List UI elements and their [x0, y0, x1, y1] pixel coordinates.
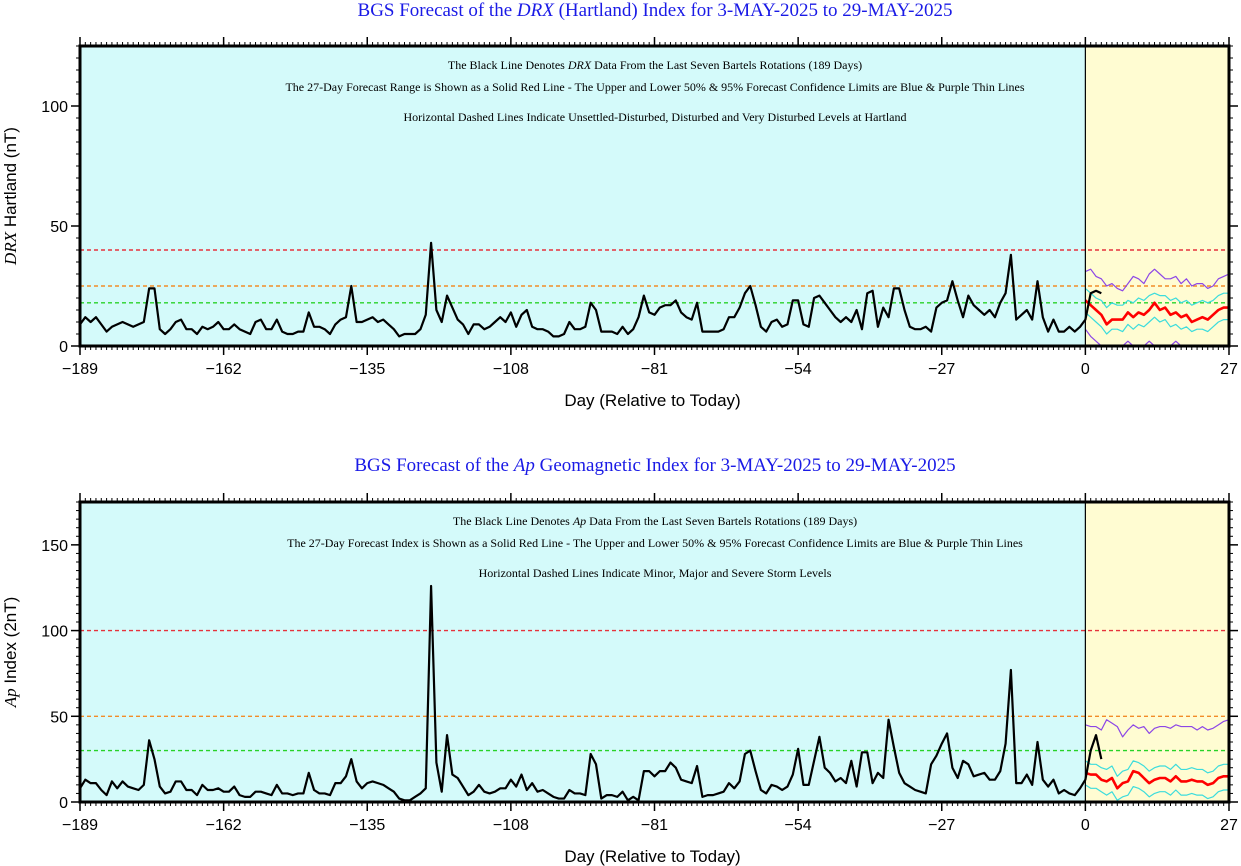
x-axis-label: Day (Relative to Today) — [564, 391, 740, 410]
chart-annotation-1-part: Data From the Last Seven Bartels Rotatio… — [586, 514, 857, 528]
y-axis-label-italic: DRX — [1, 231, 20, 266]
chart-annotation-3-part: Horizontal Dashed Lines Indicate Unsettl… — [404, 110, 907, 124]
y-axis-label-part: Hartland (nT) — [1, 127, 20, 232]
ci50-upper-series-line — [1085, 760, 1229, 777]
chart-annotation-2-part: The 27-Day Forecast Index is Shown as a … — [287, 536, 1023, 550]
x-tick-label: −81 — [641, 361, 668, 378]
chart-title-italic: Ap — [512, 455, 535, 476]
minor-ticks — [76, 42, 1233, 350]
chart-annotation-2: The 27-Day Forecast Index is Shown as a … — [287, 536, 1023, 550]
y-tick-label: 150 — [41, 538, 68, 555]
forecast-series-line — [1084, 299, 1229, 326]
chart-annotation-1-part: The Black Line Denotes — [448, 58, 568, 72]
ci95-upper-series-line — [1085, 719, 1230, 738]
x-tick-label: −108 — [493, 361, 529, 378]
minor-ticks — [76, 498, 1233, 806]
chart-title-italic: DRX — [516, 0, 555, 21]
x-tick-label: 0 — [1081, 817, 1090, 834]
x-tick-label: 0 — [1081, 361, 1090, 378]
ci50-lower-series-line — [1085, 784, 1229, 801]
x-tick-label: −81 — [641, 817, 668, 834]
x-tick-label: 27 — [1220, 361, 1238, 378]
y-axis-label-part: Index (2nT) — [1, 597, 20, 689]
chart-annotation-1: The Black Line Denotes DRX Data From the… — [448, 58, 862, 72]
chart-title-part: BGS Forecast of the — [358, 0, 517, 21]
chart-annotation-1-part: Data From the Last Seven Bartels Rotatio… — [591, 58, 862, 72]
chart-annotation-2-part: The 27-Day Forecast Range is Shown as a … — [285, 80, 1024, 94]
chart-panel-2: −189 −162 −135 −108 −81 −54 −27 0 27 0 50 100 150 BGS… — [1, 455, 1238, 866]
ci50-upper-series-line — [1084, 287, 1229, 309]
chart-annotation-1-italic: DRX — [567, 58, 592, 72]
x-tick-label: −162 — [206, 817, 242, 834]
y-tick-label: 50 — [50, 219, 68, 236]
history-background — [80, 46, 1086, 346]
y-tick-label: 0 — [59, 339, 68, 356]
chart-annotation-1: The Black Line Denotes Ap Data From the … — [453, 514, 857, 528]
ci95-upper-series-line — [1085, 268, 1230, 292]
chart-annotation-1-part: The Black Line Denotes — [453, 514, 573, 528]
chart-title: BGS Forecast of the DRX (Hartland) Index… — [358, 0, 953, 21]
chart-annotation-3-part: Horizontal Dashed Lines Indicate Minor, … — [479, 566, 832, 580]
x-tick-label: −135 — [349, 361, 385, 378]
chart-panel-1: −189 −162 −135 −108 −81 −54 −27 0 27 0 50 100 BGS Fo… — [1, 0, 1238, 410]
x-axis-label: Day (Relative to Today) — [564, 847, 740, 866]
x-tick-label: −54 — [785, 817, 812, 834]
chart-annotation-1-italic: Ap — [572, 514, 586, 528]
x-tick-label: −27 — [928, 817, 955, 834]
x-tick-label: −27 — [928, 361, 955, 378]
history-background — [80, 502, 1086, 802]
chart-annotation-3: Horizontal Dashed Lines Indicate Minor, … — [479, 566, 832, 580]
x-tick-label: −189 — [62, 361, 98, 378]
y-tick-label: 0 — [59, 795, 68, 812]
chart-title-part: BGS Forecast of the — [354, 455, 513, 476]
y-axis-label: DRX Hartland (nT) — [1, 127, 20, 266]
y-tick-label: 100 — [41, 99, 68, 116]
history-series-line — [79, 241, 1102, 338]
y-tick-label: 100 — [41, 624, 68, 641]
chart-annotation-3: Horizontal Dashed Lines Indicate Unsettl… — [404, 110, 907, 124]
ci50-lower-series-line — [1084, 311, 1229, 335]
y-axis-label: Ap Index (2nT) — [1, 597, 20, 709]
x-tick-label: −135 — [349, 817, 385, 834]
y-tick-label: 50 — [50, 709, 68, 726]
x-tick-label: −108 — [493, 817, 529, 834]
chart-title-part: (Hartland) Index for 3-MAY-2025 to 29-MA… — [554, 0, 953, 21]
x-tick-label: −162 — [206, 361, 242, 378]
x-tick-label: −54 — [785, 361, 812, 378]
chart-annotation-2: The 27-Day Forecast Range is Shown as a … — [285, 80, 1024, 94]
chart-title: BGS Forecast of the Ap Geomagnetic Index… — [354, 455, 955, 476]
forecast-background — [1085, 46, 1229, 346]
chart-title-part: Geomagnetic Index for 3-MAY-2025 to 29-M… — [535, 455, 956, 476]
forecast-background — [1085, 502, 1229, 802]
x-tick-label: 27 — [1220, 817, 1238, 834]
history-series-line — [79, 584, 1103, 802]
x-tick-label: −189 — [62, 817, 98, 834]
forecast-series-line — [1084, 769, 1229, 790]
y-axis-label-italic: Ap — [1, 688, 20, 708]
